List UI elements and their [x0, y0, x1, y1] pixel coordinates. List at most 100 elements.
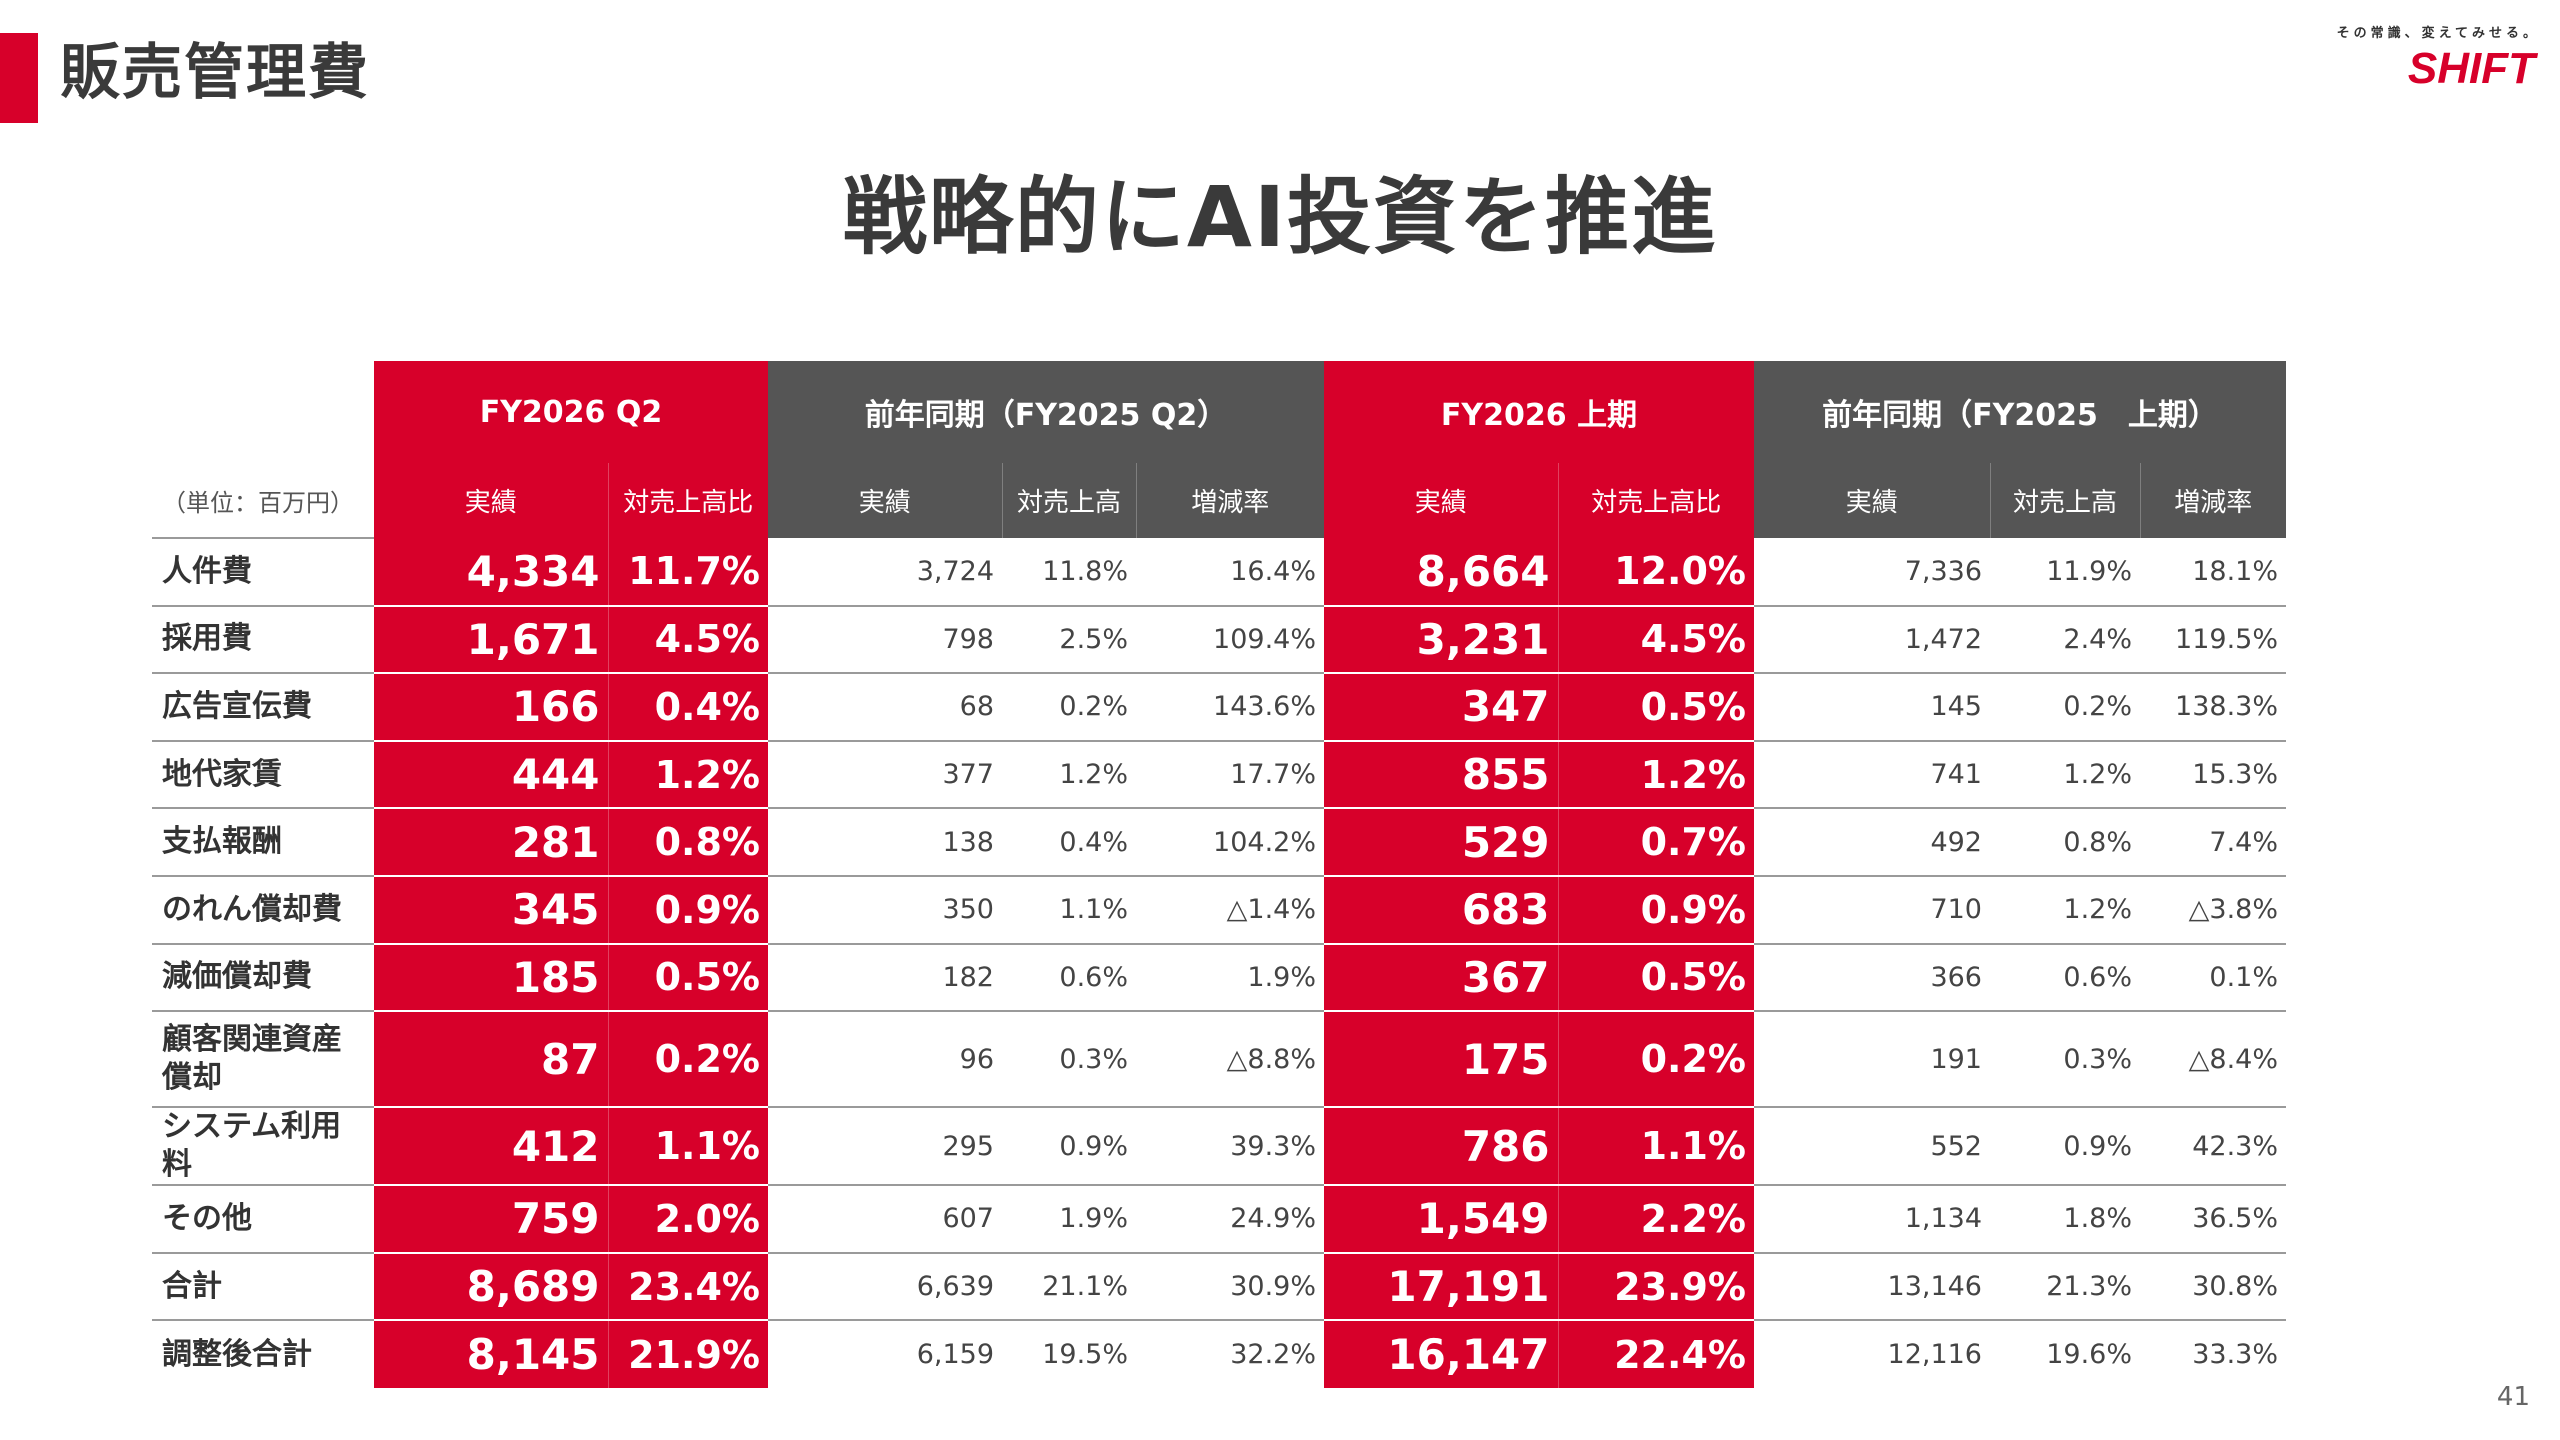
table-cell: 855: [1324, 740, 1558, 810]
table-cell: 32.2%: [1230, 1339, 1316, 1371]
page-number: 41: [2496, 1382, 2530, 1412]
table-cell: 0.9%: [607, 875, 768, 945]
column-header: 実績: [1754, 463, 1990, 538]
table-cell: 22.4%: [1557, 1320, 1754, 1388]
table-cell: 21.1%: [1002, 1252, 1136, 1322]
table-cell: 295: [768, 1107, 1002, 1187]
table-cell: 0.2%: [1002, 673, 1136, 742]
table-row: 顧客関連資産償却 87 0.2% 96 0.3% △8.8% 175 0.2% 191 0.3% △…: [152, 1011, 2286, 1109]
table-cell: 1.8%: [1990, 1185, 2140, 1254]
table-cell: 0.6%: [1002, 943, 1136, 1013]
row-label: 地代家賃: [152, 740, 374, 810]
table-cell: 175: [1324, 1011, 1558, 1109]
table-row: 地代家賃 444 1.2% 377 1.2% 17.7% 855 1.2% 741 1.2% 15.…: [152, 740, 2286, 810]
column-header: 実績: [374, 463, 608, 538]
row-label: 調整後合計: [162, 1336, 312, 1372]
brand-logo: その常識、変えてみせる。 SHIFT: [2330, 22, 2540, 89]
table-cell: 30.8%: [2140, 1252, 2286, 1322]
table-cell: 1.2%: [1557, 740, 1754, 810]
table-cell: 1.2%: [1002, 740, 1136, 810]
page-title: 販売管理費: [60, 38, 370, 108]
column-header-row: （単位：百万円） 実績 対売上高比 実績 対売上高 増減率 実績 対売上高比 実…: [152, 463, 2286, 539]
row-label: 人件費: [152, 538, 374, 607]
table-row: 採用費 1,671 4.5% 798 2.5% 109.4% 3,231 4.5% 1,472 2…: [152, 605, 2286, 675]
logo-tagline: その常識、変えてみせる。: [2336, 26, 2540, 41]
table-cell: 367: [1324, 943, 1558, 1013]
table-cell: 3,231: [1324, 605, 1558, 675]
row-label: システム利用料: [152, 1107, 374, 1187]
table-cell: 2.0%: [607, 1185, 768, 1254]
table-cell: 366: [1754, 943, 1990, 1013]
row-label: 広告宣伝費: [152, 673, 374, 742]
table-cell: 1.1%: [1002, 875, 1136, 945]
row-label: 合計: [152, 1252, 374, 1322]
table-cell: 1,472: [1754, 605, 1990, 675]
table-cell: 0.3%: [1002, 1011, 1136, 1109]
table-cell: 166: [374, 673, 608, 742]
table-cell: 16,147: [1324, 1320, 1558, 1388]
table-cell: 8,664: [1324, 538, 1558, 607]
table-cell: 104.2%: [1136, 808, 1324, 877]
column-header: 対売上高比: [1557, 463, 1754, 538]
svg-text:SHIFT: SHIFT: [2408, 47, 2538, 89]
table-row: 調整後合計 8,145 21.9% 6,159 19.5% 32.2% 16,147 22.4…: [152, 1320, 2286, 1388]
table-cell: 350: [768, 875, 1002, 945]
table-cell: 17.7%: [1136, 740, 1324, 810]
table-cell: 39.3%: [1136, 1107, 1324, 1187]
table-cell: 1.9%: [1136, 943, 1324, 1013]
table-cell: 2.5%: [1002, 605, 1136, 675]
table-cell: 119.5%: [2140, 605, 2286, 675]
table-cell: 143.6%: [1136, 673, 1324, 742]
table-cell: 24.9%: [1136, 1185, 1324, 1254]
table-row: システム利用料 412 1.1% 295 0.9% 39.3% 786 1.1% 552 0.9%…: [152, 1107, 2286, 1187]
table-cell: 7.4%: [2140, 808, 2286, 877]
table-cell: 8,689: [374, 1252, 608, 1322]
table-row: のれん償却費 345 0.9% 350 1.1% △1.4% 683 0.9% 710 1.2% △…: [152, 875, 2286, 945]
table-cell: 6,639: [768, 1252, 1002, 1322]
table-cell: 1.2%: [1990, 740, 2140, 810]
table-cell: 0.5%: [1557, 943, 1754, 1013]
table-cell: 281: [374, 808, 608, 877]
table-cell: 96: [768, 1011, 1002, 1109]
table-cell: 185: [374, 943, 608, 1013]
row-label: のれん償却費: [152, 875, 374, 945]
table-cell: 16.4%: [1136, 538, 1324, 607]
row-label: 減価償却費: [152, 943, 374, 1013]
table-cell: 21.3%: [1990, 1252, 2140, 1322]
table-cell: 683: [1324, 875, 1558, 945]
table-row: 広告宣伝費 166 0.4% 68 0.2% 143.6% 347 0.5% 145 0.2% 13…: [152, 673, 2286, 742]
table-cell: 2.4%: [1990, 605, 2140, 675]
table-cell: 21.9%: [607, 1320, 768, 1388]
table-cell: 17,191: [1324, 1252, 1558, 1322]
table-cell: 607: [768, 1185, 1002, 1254]
table-cell: 7,336: [1754, 538, 1990, 607]
table-cell: 23.9%: [1557, 1252, 1754, 1322]
table-cell: 741: [1754, 740, 1990, 810]
table-cell: 3,724: [768, 538, 1002, 607]
table-cell: 4.5%: [1557, 605, 1754, 675]
title-accent-bar: [0, 33, 38, 123]
table-cell: 0.9%: [1002, 1107, 1136, 1187]
table-cell: △3.8%: [2140, 875, 2286, 945]
table-cell: 19.5%: [1042, 1339, 1128, 1371]
table-cell: 1.2%: [607, 740, 768, 810]
table-cell: 1,549: [1324, 1185, 1558, 1254]
table-cell: 1.1%: [1557, 1107, 1754, 1187]
table-cell: 0.2%: [1990, 673, 2140, 742]
column-header: 対売上高: [1001, 463, 1136, 538]
group-header-row: FY2026 Q2 前年同期（FY2025 Q2） FY2026 上期 前年同期…: [152, 361, 2286, 463]
row-label: その他: [152, 1185, 374, 1254]
row-label: 支払報酬: [152, 808, 374, 877]
unit-label: （単位：百万円）: [152, 463, 374, 539]
table-cell: 0.5%: [607, 943, 768, 1013]
table-cell: 42.3%: [2140, 1107, 2286, 1187]
table-cell: △8.8%: [1136, 1011, 1324, 1109]
sga-expense-table: FY2026 Q2 前年同期（FY2025 Q2） FY2026 上期 前年同期…: [152, 361, 2286, 1388]
group-header-fy2025-q2: 前年同期（FY2025 Q2）: [768, 361, 1324, 463]
headline: 戦略的にAI投資を推進: [842, 168, 1718, 266]
table-cell: 15.3%: [2140, 740, 2286, 810]
table-cell: △8.4%: [2140, 1011, 2286, 1109]
table-cell: 18.1%: [2140, 538, 2286, 607]
table-cell: 6,159: [916, 1339, 994, 1371]
table-cell: 13,146: [1754, 1252, 1990, 1322]
